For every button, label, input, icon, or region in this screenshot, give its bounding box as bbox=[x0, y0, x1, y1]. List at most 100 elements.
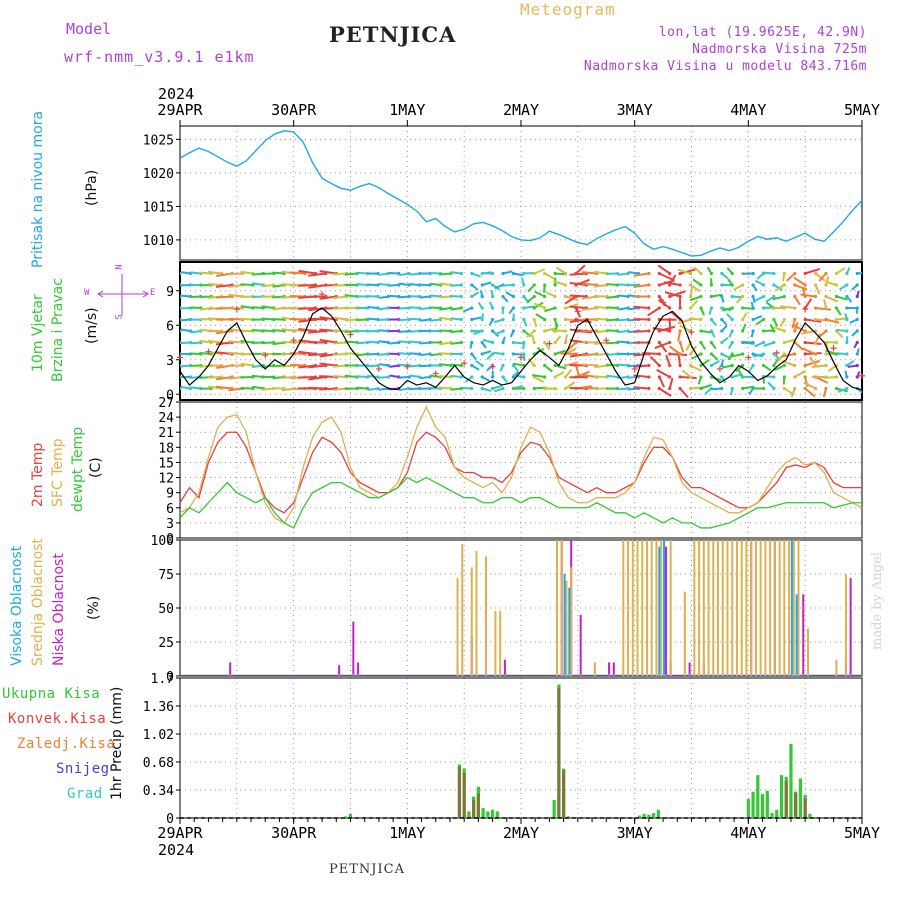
precip-total-bar bbox=[344, 816, 348, 818]
wind-arrow-head bbox=[522, 329, 526, 333]
wind-arrow-head bbox=[688, 271, 693, 276]
precip-total-bar bbox=[467, 811, 471, 818]
wind-arrow-head bbox=[459, 271, 463, 276]
wind-arrow-head bbox=[532, 283, 536, 287]
wind-arrow-head bbox=[730, 294, 734, 299]
wind-arrow-head bbox=[522, 317, 526, 322]
wind-arrow-head bbox=[855, 294, 859, 299]
wind-arrow bbox=[308, 376, 327, 381]
wind-arrow-head bbox=[668, 340, 672, 345]
wind-arrow bbox=[272, 271, 285, 275]
wind-arrow bbox=[290, 317, 306, 321]
wind-arrow bbox=[618, 330, 629, 334]
wind-arrow-head bbox=[845, 294, 849, 299]
wind-arrow-head bbox=[772, 283, 776, 287]
wind-arrow bbox=[450, 284, 462, 287]
precip-total-bar bbox=[552, 799, 556, 818]
wind-arrow-head bbox=[751, 271, 755, 276]
wind-gust-marker bbox=[859, 372, 865, 379]
wind-arrow-head bbox=[730, 386, 734, 391]
wind-arrow-head bbox=[824, 386, 828, 391]
wind-arrow-head bbox=[386, 283, 390, 287]
wind-arrow bbox=[180, 271, 191, 275]
wind-arrow bbox=[215, 385, 233, 390]
wind-arrow bbox=[190, 386, 201, 390]
wind-arrow bbox=[419, 318, 431, 322]
wind-arrow-head bbox=[668, 352, 672, 356]
wind-arrow-head bbox=[501, 386, 505, 391]
wind-arrow-head bbox=[803, 340, 807, 345]
wind-arrow-head bbox=[834, 375, 839, 379]
location-coordinates: lon,lat (19.9625E, 42.9N) bbox=[658, 25, 867, 40]
wind-arrow bbox=[180, 318, 191, 322]
wind-arrow-head bbox=[386, 294, 390, 299]
wind-arrow bbox=[825, 318, 840, 324]
wind-arrow bbox=[251, 282, 264, 286]
wind-panel: 0 3 6 9 bbox=[166, 261, 863, 403]
wind-arrow-head bbox=[532, 271, 536, 276]
wind-gust-marker bbox=[574, 308, 581, 315]
wind-arrow-head bbox=[511, 340, 516, 345]
wind-arrow-head bbox=[657, 363, 661, 368]
wind-arrow bbox=[711, 293, 723, 298]
precip-total-bar bbox=[652, 813, 656, 818]
wind-arrow bbox=[419, 295, 431, 299]
wind-arrow bbox=[581, 307, 597, 311]
top-day-label: 30APR bbox=[271, 101, 317, 119]
wind-arrow-head bbox=[813, 271, 818, 276]
wind-arrow-head bbox=[470, 363, 474, 368]
wind-arrow bbox=[825, 295, 839, 303]
wind-arrow-head bbox=[678, 283, 682, 287]
wind-arrow bbox=[544, 327, 557, 332]
y-tick-label: 1025 bbox=[143, 133, 174, 148]
station-altitude: Nadmorska Visina 725m bbox=[692, 42, 867, 57]
wind-arrow-head bbox=[730, 306, 734, 310]
top-day-label: 1MAY bbox=[389, 101, 425, 119]
wind-arrow bbox=[228, 272, 243, 276]
wind-arrow-head bbox=[501, 306, 505, 310]
wind-arrow bbox=[606, 306, 618, 309]
wind-arrow bbox=[240, 270, 254, 275]
wind-arrow-head bbox=[470, 294, 474, 299]
wind-arrow bbox=[594, 364, 608, 369]
y-tick-label: 9 bbox=[166, 487, 174, 502]
wind-arrow bbox=[367, 306, 379, 309]
wind-arrow-head bbox=[803, 375, 807, 379]
wind-arrow-head bbox=[543, 271, 547, 276]
wind-arrow-head bbox=[772, 271, 776, 276]
bottom-day-label: 1MAY bbox=[389, 824, 425, 842]
precip-total-bar bbox=[495, 811, 499, 818]
wind-arrow bbox=[356, 318, 368, 322]
wind-arrow bbox=[190, 341, 201, 345]
wind-arrow-head bbox=[386, 375, 390, 379]
wind-arrow-head bbox=[709, 317, 713, 322]
wind-arrow bbox=[199, 352, 212, 355]
wind-arrow-head bbox=[845, 386, 849, 391]
y-tick-label: 0 bbox=[166, 812, 174, 827]
wind-arrow bbox=[836, 328, 847, 332]
wind-arrow bbox=[344, 374, 358, 378]
wind-arrow-head bbox=[772, 386, 776, 391]
wind-arrow-head bbox=[386, 306, 390, 310]
precip-total-bar bbox=[642, 813, 646, 818]
wind-arrow bbox=[633, 386, 649, 390]
wind-arrow bbox=[663, 281, 681, 286]
wind-arrow bbox=[251, 306, 264, 309]
wind-arrow-head bbox=[678, 352, 682, 356]
wind-arrow bbox=[606, 329, 618, 332]
wind-arrow-head bbox=[386, 340, 390, 345]
wind-arrow-head bbox=[376, 317, 380, 322]
wind-arrow bbox=[419, 364, 431, 368]
wind-arrow bbox=[356, 353, 368, 357]
wind-arrow bbox=[398, 307, 410, 310]
wind-arrow bbox=[594, 284, 608, 288]
wind-arrow-head bbox=[772, 317, 776, 322]
wind-arrow-head bbox=[522, 306, 526, 310]
precip-total-bar bbox=[637, 815, 642, 818]
wind-arrow bbox=[332, 272, 347, 276]
wind-arrow-head bbox=[522, 352, 526, 356]
wind-arrow-head bbox=[793, 306, 797, 310]
wind-arrow-head bbox=[699, 271, 703, 276]
wind-arrow bbox=[367, 317, 379, 321]
